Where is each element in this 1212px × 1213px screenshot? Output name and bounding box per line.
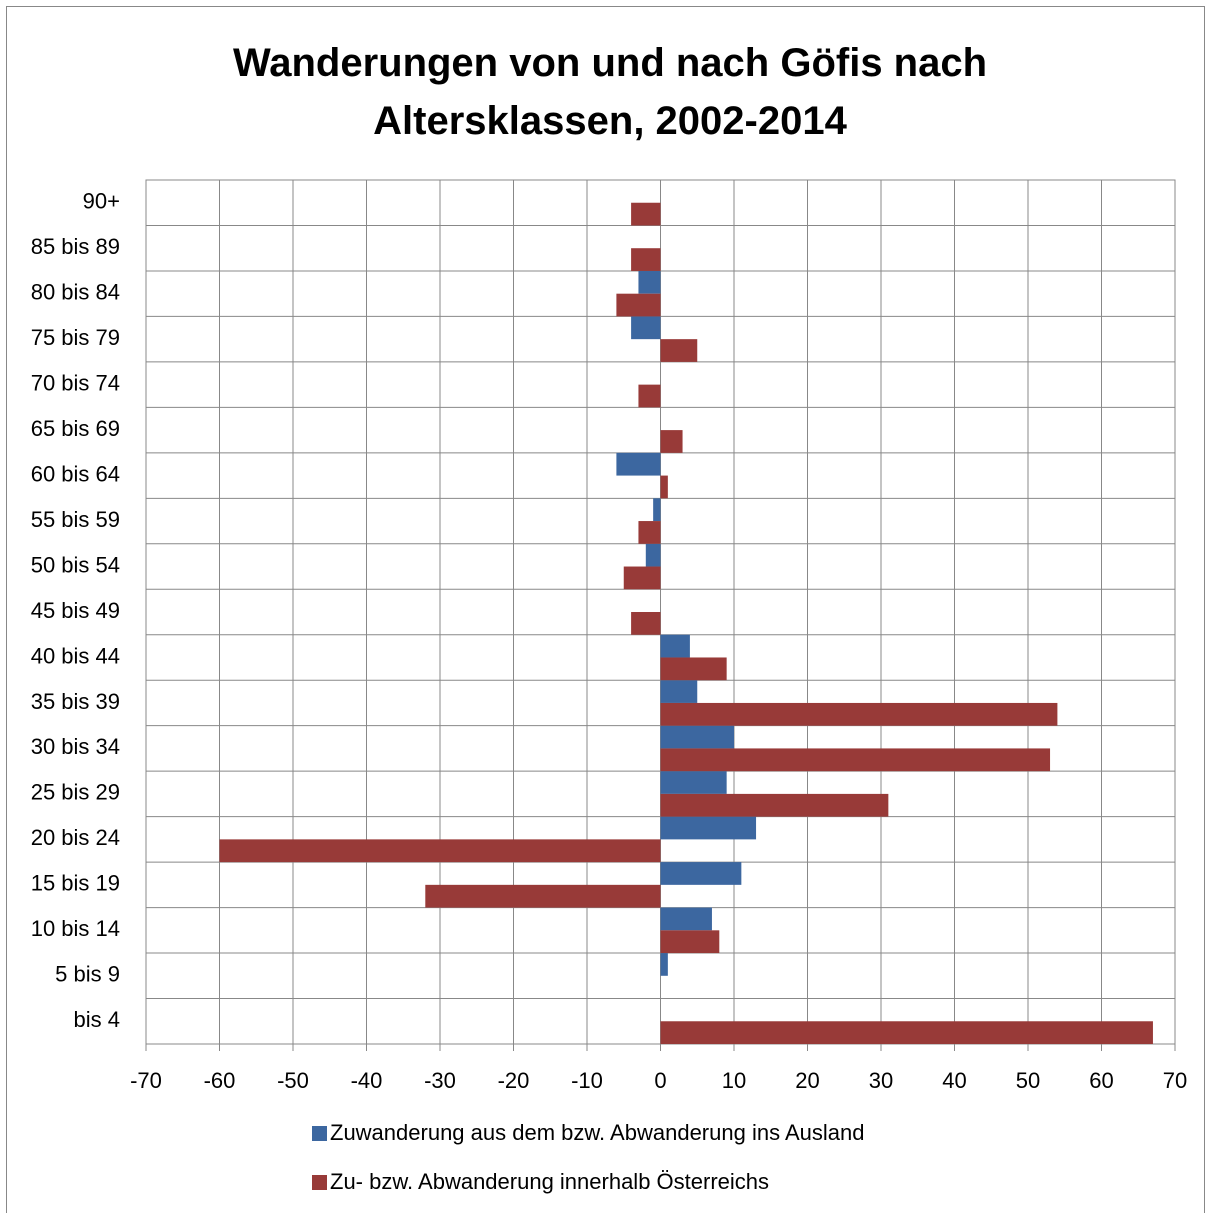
x-tick-label: 30 [869, 1068, 893, 1093]
y-tick-label: 20 bis 24 [31, 825, 120, 850]
y-tick-label: 25 bis 29 [31, 780, 120, 805]
y-tick-label: 90+ [83, 189, 120, 214]
bar [623, 566, 661, 590]
bar [660, 907, 712, 931]
y-tick-label: 15 bis 19 [31, 871, 120, 896]
x-tick-label: 20 [795, 1068, 819, 1093]
x-tick-label: -40 [351, 1068, 383, 1093]
x-tick-label: 70 [1163, 1068, 1187, 1093]
x-tick-label: -70 [130, 1068, 162, 1093]
legend-swatch [312, 1126, 327, 1141]
y-tick-label: 10 bis 14 [31, 916, 120, 941]
y-tick-label: 5 bis 9 [55, 962, 120, 987]
bar [660, 771, 727, 794]
bar [660, 748, 1051, 772]
bar [660, 793, 889, 817]
bar [660, 930, 720, 954]
y-tick-label: 70 bis 74 [31, 370, 120, 395]
bar [631, 202, 661, 226]
bar [660, 680, 698, 703]
bar [660, 816, 757, 840]
chart-title: Wanderungen von und nach Göfis nach Alte… [232, 41, 988, 143]
x-tick-label: 40 [942, 1068, 966, 1093]
legend-swatch [312, 1175, 327, 1190]
y-tick-label: bis 4 [74, 1007, 120, 1032]
bar [638, 384, 661, 408]
bar [660, 1021, 1153, 1044]
legend-label: Zu- bzw. Abwanderung innerhalb Österreic… [330, 1169, 769, 1194]
bar [660, 953, 668, 976]
y-tick-label: 55 bis 59 [31, 507, 120, 532]
bar [660, 862, 742, 885]
y-tick-label: 65 bis 69 [31, 416, 120, 441]
bar [616, 293, 661, 317]
bar [660, 702, 1058, 726]
x-tick-label: -20 [498, 1068, 530, 1093]
bar [638, 270, 661, 294]
x-tick-label: -60 [204, 1068, 236, 1093]
bar [631, 248, 661, 271]
bar [653, 498, 661, 522]
x-tick-label: 50 [1016, 1068, 1040, 1093]
y-tick-label: 75 bis 79 [31, 325, 120, 350]
bar [425, 884, 661, 908]
y-tick-label: 45 bis 49 [31, 598, 120, 623]
y-tick-label: 35 bis 39 [31, 689, 120, 714]
bar [616, 452, 661, 476]
bar [660, 475, 668, 499]
y-tick-label: 30 bis 34 [31, 734, 120, 759]
y-tick-label: 85 bis 89 [31, 234, 120, 259]
y-tick-label: 40 bis 44 [31, 643, 120, 668]
x-tick-label: 60 [1089, 1068, 1113, 1093]
bar [660, 339, 698, 362]
bar [660, 725, 734, 749]
x-tick-label: -30 [424, 1068, 456, 1093]
bar [219, 839, 661, 863]
legend-label: Zuwanderung aus dem bzw. Abwanderung ins… [330, 1120, 864, 1145]
bar [660, 634, 690, 658]
bar [660, 430, 683, 453]
x-tick-label: -10 [571, 1068, 603, 1093]
x-tick-label: 10 [722, 1068, 746, 1093]
x-tick-label: -50 [277, 1068, 309, 1093]
y-tick-label: 50 bis 54 [31, 552, 120, 577]
bar [631, 612, 661, 635]
bar [631, 316, 661, 340]
bar [660, 657, 727, 681]
y-tick-label: 80 bis 84 [31, 279, 120, 304]
x-tick-label: 0 [654, 1068, 666, 1093]
chart-border [6, 6, 1205, 1213]
bar [638, 521, 661, 544]
bar [645, 543, 661, 567]
y-tick-label: 60 bis 64 [31, 461, 120, 486]
